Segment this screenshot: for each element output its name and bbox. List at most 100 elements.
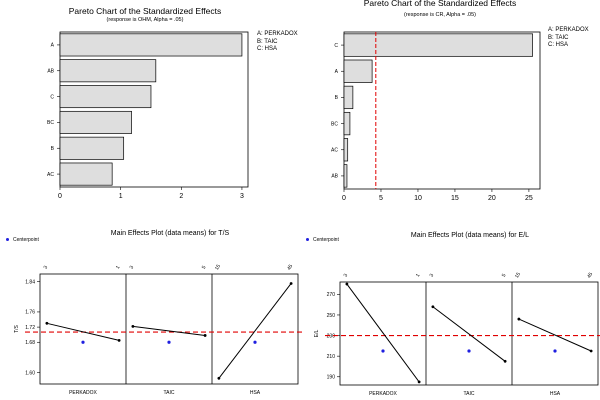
factor-label: HSA	[250, 390, 261, 396]
mean-point	[517, 317, 521, 321]
chart-subtitle: (response is OHM, Alpha = .05)	[106, 17, 184, 23]
chart-title: Pareto Chart of the Standardized Effects	[363, 0, 517, 8]
center-point-marker	[553, 349, 557, 353]
centerpoint-legend: Centerpoint	[306, 237, 339, 243]
y-tick-label: AC	[331, 148, 338, 154]
y-tick-label: AC	[47, 172, 54, 178]
center-point-marker	[81, 340, 85, 344]
main-effect-line-taic	[432, 306, 506, 362]
level-label: 3	[343, 273, 350, 279]
x-tick-label: 20	[488, 195, 496, 202]
main-effects-ts: Centerpoint Main Effects Plot (data mean…	[0, 210, 303, 400]
level-label: 3	[43, 265, 50, 271]
mean-point	[503, 359, 507, 363]
chart-legend: A: PERKADOX B: TAIC C: HSA	[548, 27, 589, 50]
pareto-chart-cr: Pareto Chart of the Standardized Effects…	[300, 0, 600, 210]
bar-A	[343, 59, 373, 83]
main-effects-plot-area: 1.60 1.68 1.72 1.76 1.84 T/S 3 1 PERKADOX 3 5 TAIC 1…	[14, 263, 303, 396]
x-tick-label: 3	[240, 193, 244, 200]
y-tick-label: 1.60	[25, 370, 35, 376]
bar-BC	[343, 111, 351, 136]
chart-title: Main Effects Plot (data means) for T/S	[110, 230, 230, 237]
pareto-chart-ohm: Pareto Chart of the Standardized Effects…	[0, 0, 300, 210]
mean-point	[217, 376, 221, 380]
mean-point	[117, 338, 121, 342]
main-effect-line-hsa	[218, 283, 292, 379]
main-effect-line-hsa	[518, 318, 592, 352]
level-label: 5	[201, 265, 208, 271]
level-label: 3	[429, 273, 436, 279]
main-effects-plot-area: 190 210 230 250 270 E/L 3 1 PERKADOX 3 5 TAIC 15 45 HS…	[314, 271, 600, 397]
mean-point	[289, 282, 293, 285]
bar-AB	[59, 59, 157, 83]
x-tick-label: 15	[451, 195, 459, 202]
factor-label: TAIC	[463, 391, 474, 397]
y-tick-label: B	[51, 146, 55, 152]
level-label: 1	[415, 273, 422, 279]
bar-C	[343, 33, 533, 57]
legend-entry: C: HSA	[548, 42, 569, 48]
centerpoint-label: Centerpoint	[13, 237, 39, 243]
y-tick-label: BC	[331, 121, 338, 127]
y-tick-label: 1.76	[25, 310, 35, 316]
pareto-plot-area: A AB C BC B AC 0 1 2 3	[47, 31, 249, 200]
y-tick-label: A	[51, 43, 55, 49]
centerpoint-marker-icon	[6, 238, 9, 242]
y-tick-label: A	[335, 69, 339, 75]
center-point-marker	[381, 349, 385, 353]
y-tick-label: 190	[327, 375, 336, 381]
level-label: 1	[115, 265, 122, 271]
y-tick-label: 210	[327, 354, 336, 360]
bar-AC	[59, 162, 113, 186]
y-tick-label: 270	[327, 292, 336, 298]
y-tick-label: BC	[47, 120, 54, 126]
x-tick-label: 2	[179, 193, 183, 200]
y-tick-label: 230	[327, 333, 336, 339]
y-tick-label: 250	[327, 313, 336, 319]
bar-B	[343, 85, 354, 110]
centerpoint-label: Centerpoint	[313, 237, 339, 243]
main-effect-line-perkadox	[346, 283, 420, 383]
x-tick-label: 0	[58, 193, 62, 200]
y-tick-label: B	[335, 95, 339, 101]
plot-frame	[59, 31, 249, 188]
legend-entry: A: PERKADOX	[257, 31, 298, 37]
x-tick-label: 25	[525, 195, 533, 202]
chart-subtitle: (response is CR, Alpha = .05)	[404, 12, 476, 18]
y-tick-label: C	[334, 43, 338, 49]
y-tick-label: 1.84	[25, 279, 35, 285]
bar-BC	[59, 110, 132, 134]
factor-label: TAIC	[163, 390, 174, 396]
y-tick-label: 1.72	[25, 325, 35, 331]
level-label: 15	[214, 263, 222, 271]
x-tick-label: 10	[414, 195, 422, 202]
x-tick-label: 1	[119, 193, 123, 200]
factor-label: PERKADOX	[69, 390, 97, 396]
chart-legend: A: PERKADOX B: TAIC C: HSA	[257, 31, 298, 54]
chart-title: Main Effects Plot (data means) for E/L	[410, 232, 530, 239]
center-point-marker	[253, 340, 257, 344]
y-tick-label: AB	[47, 69, 54, 75]
mean-point	[45, 321, 49, 325]
mean-point	[431, 305, 435, 309]
bar-C	[59, 85, 152, 109]
bar-A	[59, 33, 243, 57]
legend-entry: B: TAIC	[257, 38, 278, 45]
plot-frame	[343, 31, 541, 190]
mean-point	[131, 324, 135, 328]
x-tick-label: 0	[342, 195, 346, 202]
mean-point	[203, 334, 207, 337]
level-label: 45	[586, 271, 594, 279]
level-label: 3	[129, 265, 136, 271]
factor-label: HSA	[550, 391, 561, 397]
bar-AC	[343, 138, 349, 162]
level-label: 45	[286, 263, 294, 271]
plot-frame	[39, 273, 299, 385]
main-effect-line-taic	[132, 325, 206, 336]
y-tick-label: 1.68	[25, 340, 35, 346]
centerpoint-marker-icon	[306, 238, 309, 242]
y-tick-label: C	[50, 94, 54, 100]
main-effects-el: Centerpoint Main Effects Plot (data mean…	[300, 210, 600, 400]
legend-entry: B: TAIC	[548, 34, 569, 41]
